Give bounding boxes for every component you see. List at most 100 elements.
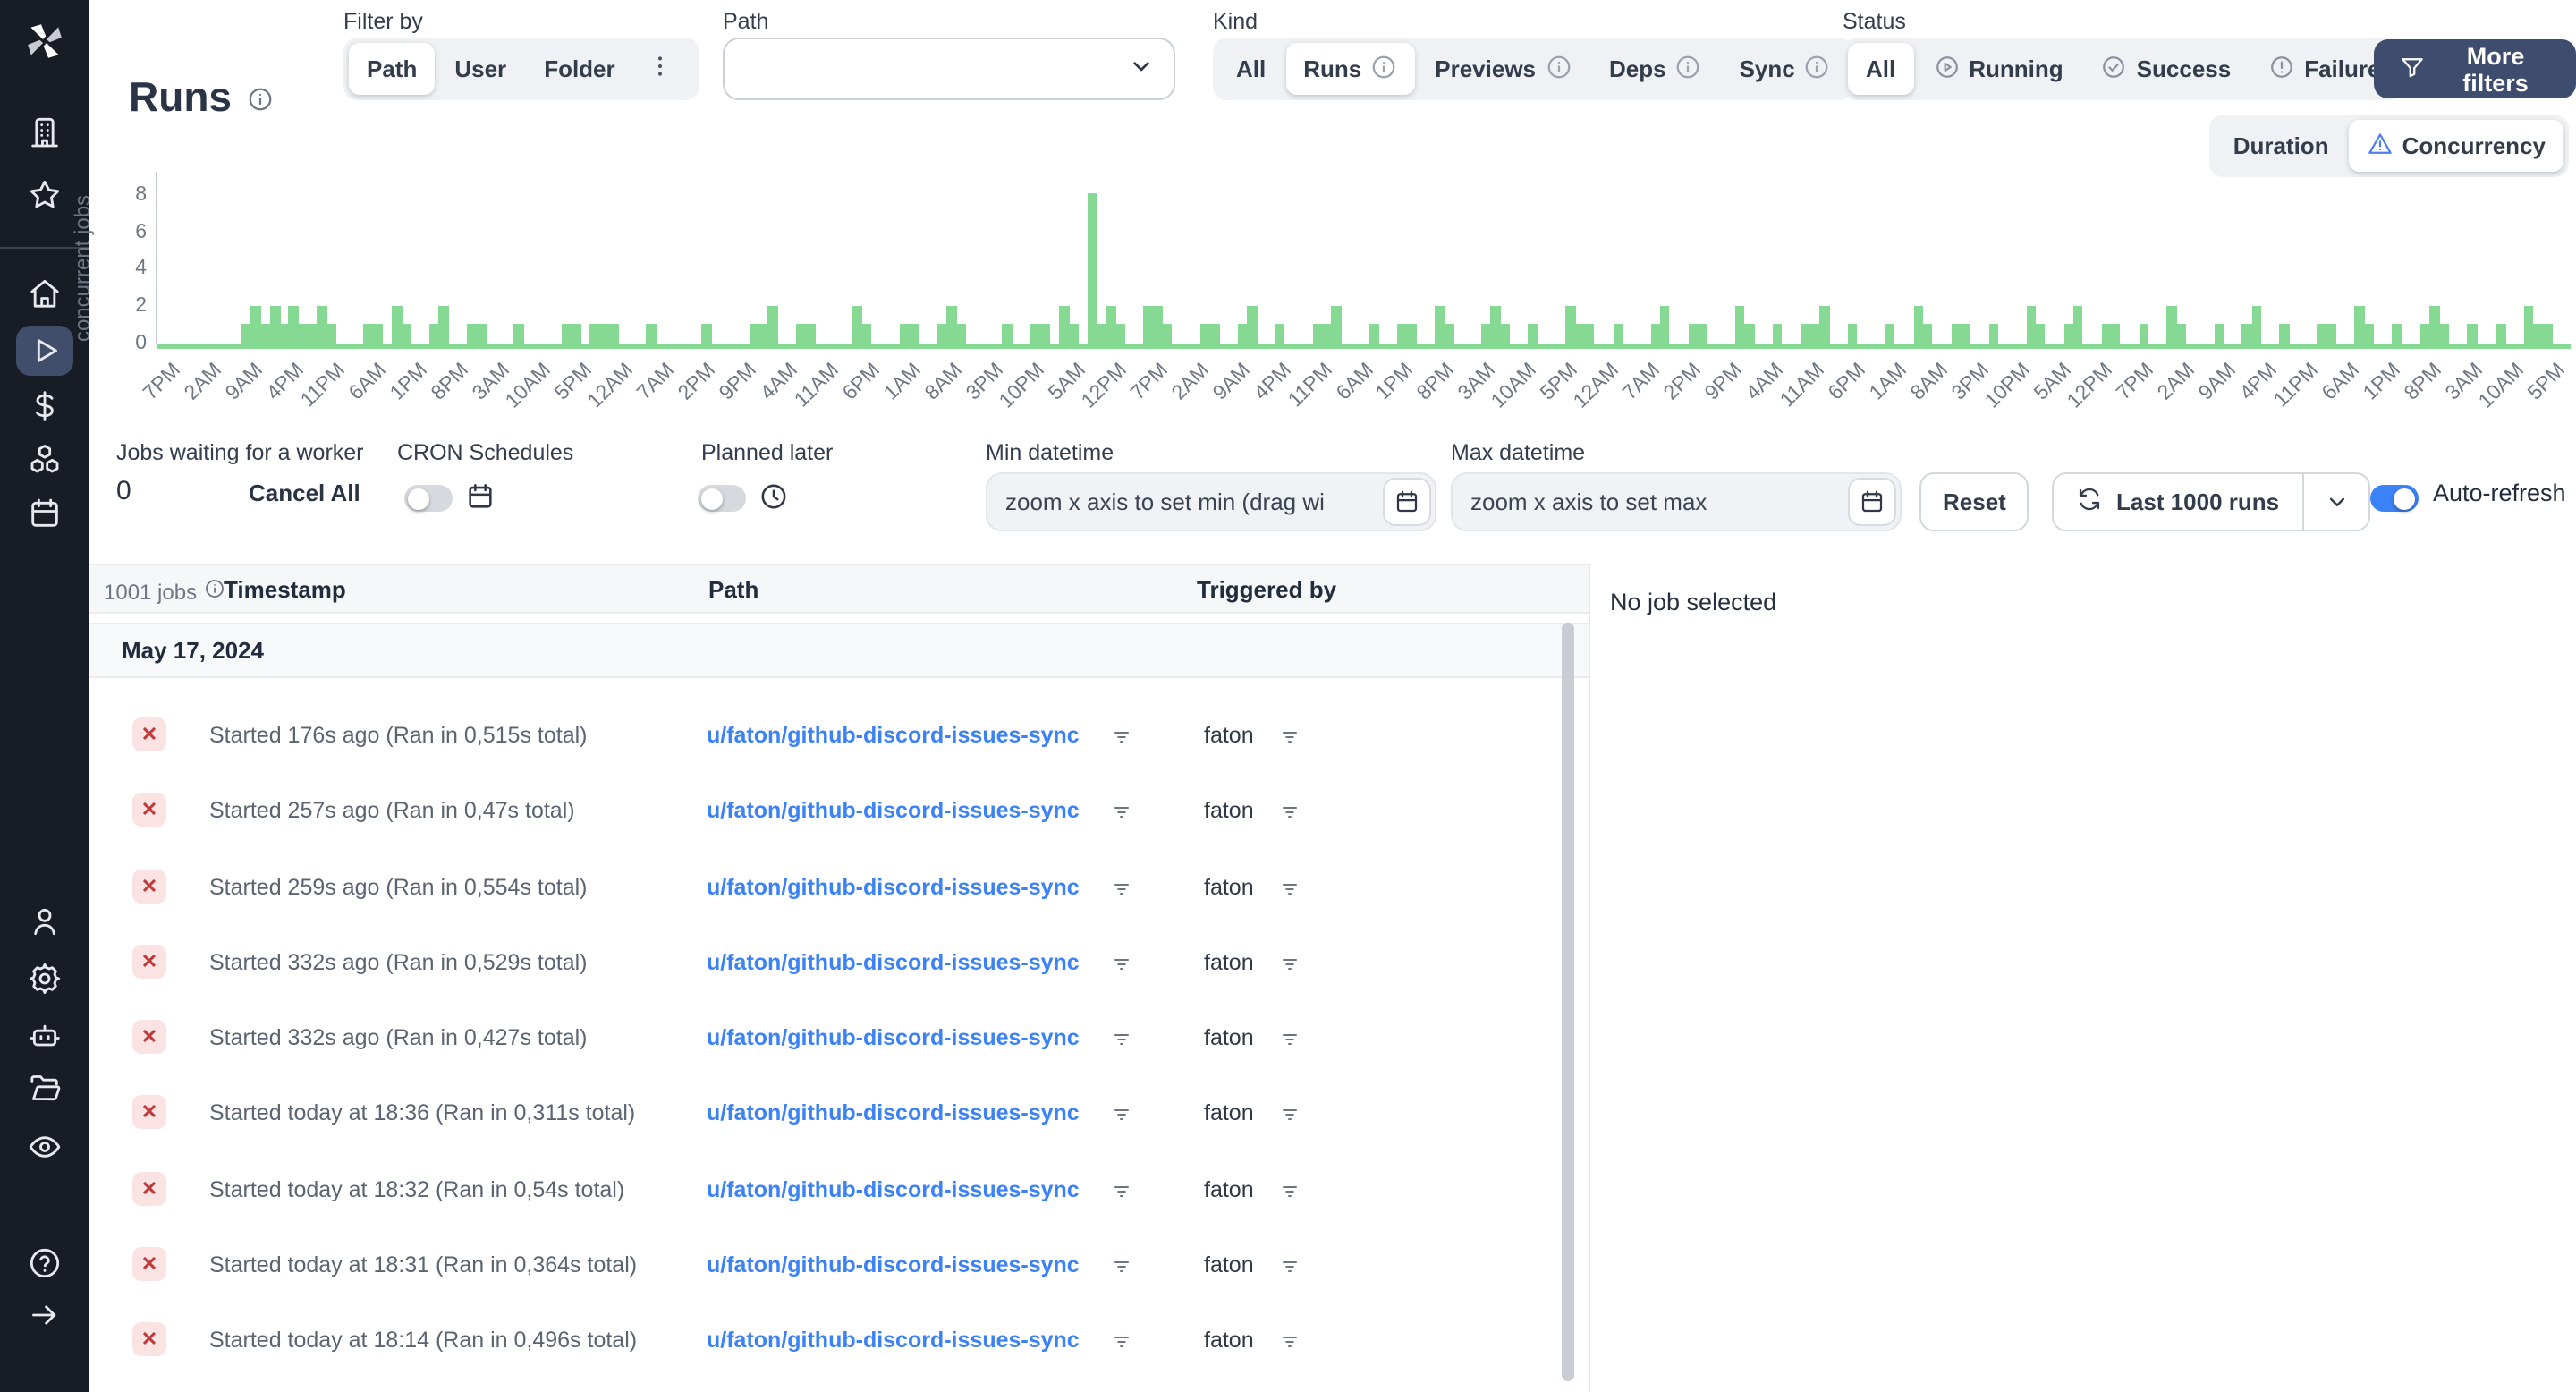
max-datetime-input[interactable]: zoom x axis to set max: [1451, 472, 1902, 531]
job-path-link[interactable]: u/faton/github-discord-issues-sync: [707, 798, 1080, 824]
sidebar-variables-dollar-icon[interactable]: [27, 388, 63, 424]
path-filter-select[interactable]: [723, 38, 1175, 100]
filter-by-user-icon[interactable]: [1279, 1329, 1301, 1362]
concurrency-bar: [363, 324, 384, 343]
filter-by-label: Filter by: [343, 9, 423, 34]
info-icon[interactable]: [1370, 53, 1397, 85]
job-path-link[interactable]: u/faton/github-discord-issues-sync: [707, 1025, 1080, 1050]
filter-by-path-icon[interactable]: [1111, 1103, 1132, 1135]
kind-all[interactable]: All: [1218, 43, 1284, 95]
filter-by-folder[interactable]: Folder: [526, 43, 632, 95]
filter-by-path-icon[interactable]: [1111, 1027, 1132, 1059]
min-datetime-calendar-button[interactable]: [1383, 478, 1431, 526]
info-icon[interactable]: [1545, 53, 1572, 85]
kind-deps[interactable]: Deps: [1591, 43, 1720, 95]
info-icon[interactable]: [1675, 53, 1702, 85]
chart-view-duration[interactable]: Duration: [2216, 120, 2347, 172]
sidebar-help-icon[interactable]: [27, 1245, 63, 1281]
sidebar-workspace-icon[interactable]: [27, 115, 63, 150]
filter-by-user[interactable]: User: [436, 43, 524, 95]
filter-by-path-icon[interactable]: [1111, 876, 1132, 908]
failure-status-badge[interactable]: ✕: [132, 1322, 166, 1356]
cancel-all-button[interactable]: Cancel All: [249, 480, 360, 506]
failure-status-badge[interactable]: ✕: [132, 793, 166, 828]
sidebar-audit-logs-icon[interactable]: [27, 1129, 63, 1165]
filter-by-user-icon[interactable]: [1279, 801, 1301, 833]
failure-status-badge[interactable]: ✕: [132, 1171, 166, 1205]
sidebar-home-icon[interactable]: [27, 276, 63, 311]
job-row[interactable]: ✕ Started today at 18:31 (Ran in 0,364s t…: [89, 1245, 1563, 1285]
job-path-link[interactable]: u/faton/github-discord-issues-sync: [707, 723, 1080, 748]
job-row[interactable]: ✕ Started 176s ago (Ran in 0,515s total) u…: [89, 716, 1563, 755]
sidebar-collapse-sidebar-icon[interactable]: [27, 1297, 63, 1333]
status-failure[interactable]: Failure: [2250, 43, 2398, 95]
failure-status-badge[interactable]: ✕: [132, 1246, 166, 1281]
job-path-link[interactable]: u/faton/github-discord-issues-sync: [707, 1176, 1080, 1201]
status-running[interactable]: Running: [1915, 43, 2080, 95]
last-1000-runs-button[interactable]: Last 1000 runs: [2054, 474, 2302, 530]
filter-by-path-icon[interactable]: [1111, 1178, 1132, 1210]
info-icon[interactable]: [204, 578, 225, 605]
max-datetime-calendar-button[interactable]: [1848, 478, 1896, 526]
runs-info-icon[interactable]: [246, 76, 273, 124]
status-success[interactable]: Success: [2083, 43, 2250, 95]
job-row[interactable]: ✕ Started today at 18:14 (Ran in 0,496s t…: [89, 1320, 1563, 1360]
filter-by-path-icon[interactable]: [1111, 952, 1132, 984]
job-path-link[interactable]: u/faton/github-discord-issues-sync: [707, 1252, 1080, 1277]
filter-by-user-icon[interactable]: [1279, 725, 1301, 757]
chart-view-concurrency[interactable]: Concurrency: [2348, 120, 2563, 172]
job-row[interactable]: ✕ Started 259s ago (Ran in 0,554s total) u…: [89, 867, 1563, 906]
kind-previews[interactable]: Previews: [1417, 43, 1589, 95]
job-row[interactable]: ✕ Started 257s ago (Ran in 0,47s total) u/…: [89, 792, 1563, 831]
filter-by-user-icon[interactable]: [1279, 1254, 1301, 1286]
job-path-link[interactable]: u/faton/github-discord-issues-sync: [707, 874, 1080, 899]
job-path-link[interactable]: u/faton/github-discord-issues-sync: [707, 949, 1080, 975]
auto-refresh-toggle[interactable]: [2370, 485, 2419, 512]
concurrency-chart[interactable]: [157, 165, 2571, 343]
status-all[interactable]: All: [1848, 43, 1914, 95]
jobs-scrollbar[interactable]: [1562, 623, 1573, 1381]
kind-runs[interactable]: Runs: [1285, 43, 1416, 95]
job-path-link[interactable]: u/faton/github-discord-issues-sync: [707, 1328, 1080, 1353]
filter-by-user-icon[interactable]: [1279, 1103, 1301, 1135]
filter-by-user-icon[interactable]: [1279, 952, 1301, 984]
filter-by-user-icon[interactable]: [1279, 1178, 1301, 1210]
filter-by-path-icon[interactable]: [1111, 1254, 1132, 1286]
job-path-link[interactable]: u/faton/github-discord-issues-sync: [707, 1100, 1080, 1126]
failure-status-badge[interactable]: ✕: [132, 1095, 166, 1130]
filter-by-kebab-menu-icon[interactable]: [635, 43, 694, 95]
filter-by-user-icon[interactable]: [1279, 1027, 1301, 1059]
more-filters-button[interactable]: More filters: [2374, 39, 2576, 98]
sidebar-settings-icon[interactable]: [27, 961, 63, 997]
job-row[interactable]: ✕ Started 332s ago (Ran in 0,529s total) u…: [89, 943, 1563, 982]
sidebar-workers-icon[interactable]: [27, 1018, 63, 1054]
failure-status-badge[interactable]: ✕: [132, 717, 166, 751]
planned-later-toggle[interactable]: [698, 485, 746, 512]
job-row[interactable]: ✕ Started today at 18:36 (Ran in 0,311s t…: [89, 1094, 1563, 1133]
job-row[interactable]: ✕ Started 332s ago (Ran in 0,427s total) u…: [89, 1018, 1563, 1057]
sidebar-folders-icon[interactable]: [27, 1070, 63, 1106]
failure-status-badge[interactable]: ✕: [132, 1020, 166, 1054]
filter-by-path-icon[interactable]: [1111, 1329, 1132, 1362]
failure-status-badge[interactable]: ✕: [132, 869, 166, 903]
reset-button[interactable]: Reset: [1919, 472, 2029, 531]
info-icon[interactable]: [1804, 53, 1831, 85]
filter-by-user-icon[interactable]: [1279, 876, 1301, 908]
sidebar-schedules-icon[interactable]: [27, 496, 63, 531]
concurrency-bar: [1885, 324, 1895, 343]
failure-status-badge[interactable]: ✕: [132, 944, 166, 979]
filter-by-path-icon[interactable]: [1111, 801, 1132, 833]
windmill-logo-icon[interactable]: [23, 20, 66, 63]
refresh-scope-dropdown[interactable]: [2302, 474, 2368, 530]
filter-by-path-icon[interactable]: [1111, 725, 1132, 757]
min-datetime-input[interactable]: zoom x axis to set min (drag wi: [986, 472, 1436, 531]
filter-by-path[interactable]: Path: [349, 43, 436, 95]
sidebar-runs-icon[interactable]: [27, 333, 63, 369]
cron-schedules-toggle[interactable]: [404, 485, 453, 512]
sidebar-account-icon[interactable]: [27, 904, 63, 939]
concurrency-bar: [1650, 324, 1661, 343]
job-row[interactable]: ✕ Started today at 18:32 (Ran in 0,54s to…: [89, 1169, 1563, 1209]
kind-sync[interactable]: Sync: [1722, 43, 1849, 95]
sidebar-resources-icon[interactable]: [27, 442, 63, 478]
sidebar-favorites-star-icon[interactable]: [27, 177, 63, 213]
